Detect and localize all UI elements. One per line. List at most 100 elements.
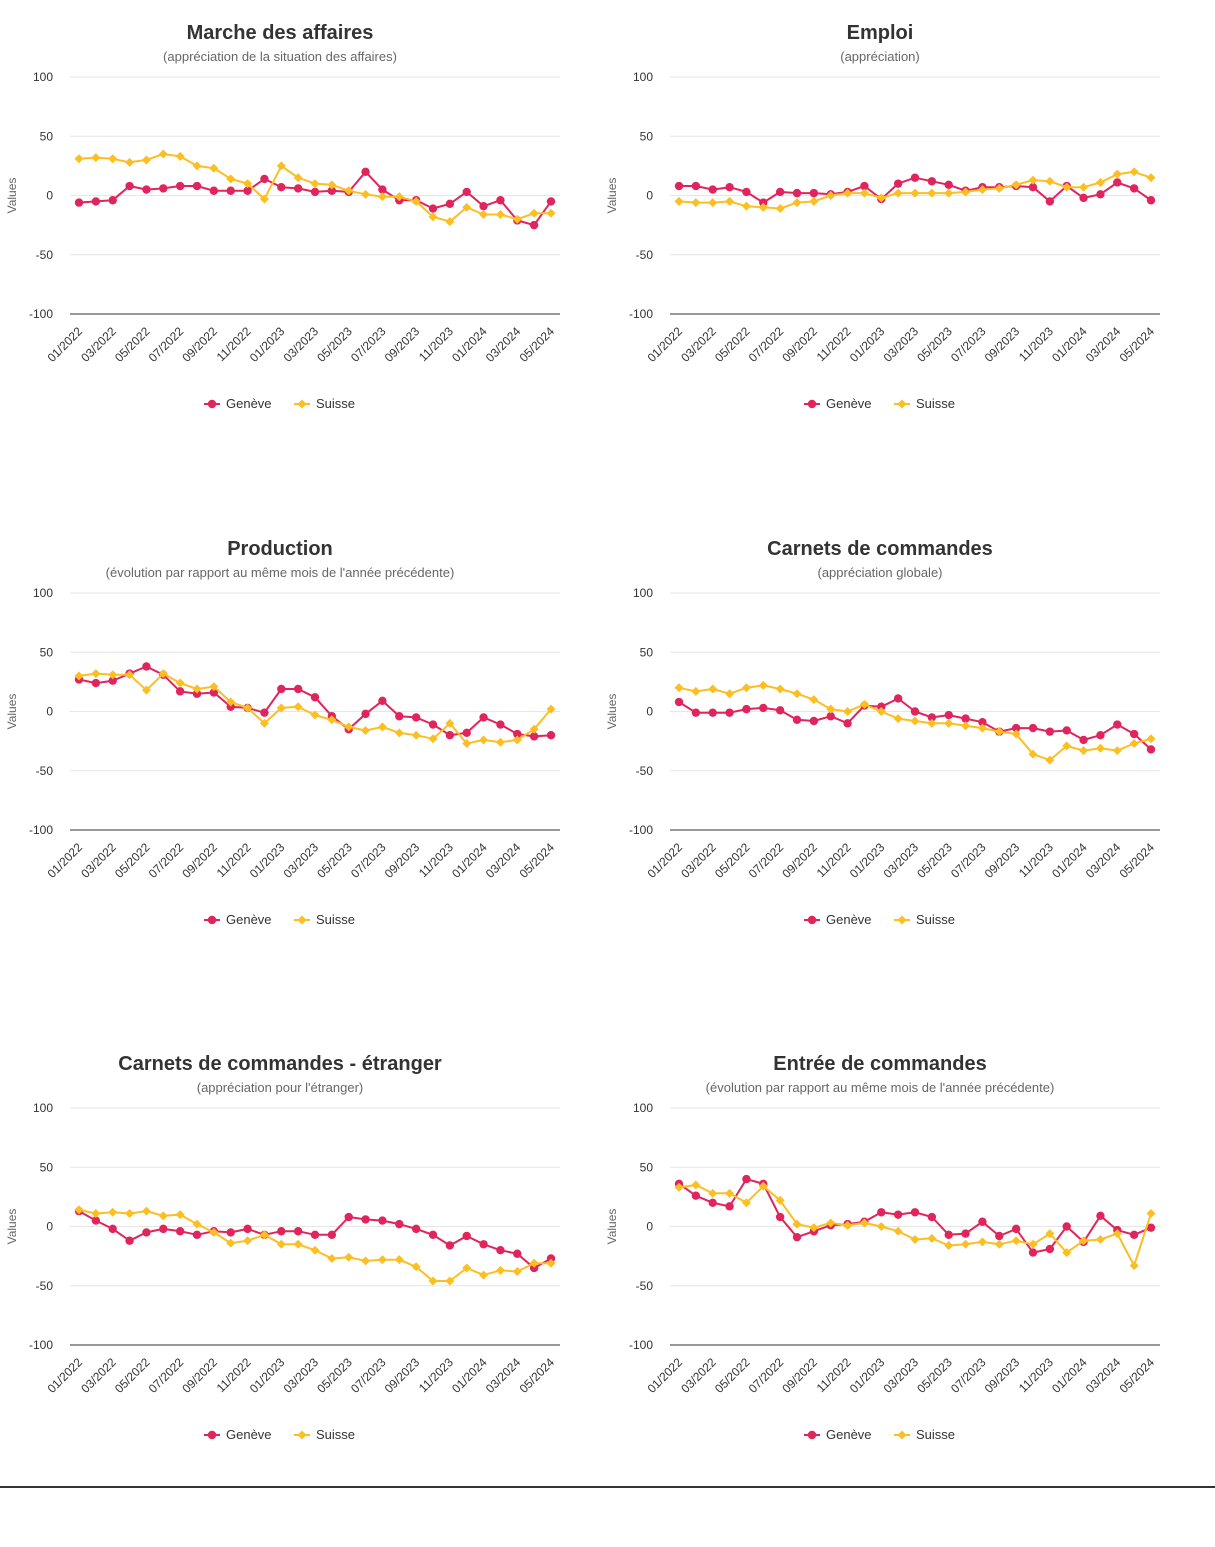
legend-item-geneve[interactable]: Genève [804,912,872,927]
data-point[interactable] [725,183,734,192]
data-point[interactable] [944,188,954,198]
data-point[interactable] [843,1220,853,1230]
data-point[interactable] [725,1188,735,1198]
data-point[interactable] [479,209,489,219]
data-point[interactable] [428,720,438,729]
data-point[interactable] [546,1258,556,1268]
data-point[interactable] [859,188,869,198]
data-point[interactable] [462,1231,471,1241]
data-point[interactable] [411,196,421,206]
data-point[interactable] [826,191,836,200]
data-point[interactable] [1146,173,1156,183]
data-point[interactable] [893,1226,903,1236]
data-point[interactable] [1028,1248,1038,1257]
data-point[interactable] [125,1236,134,1245]
data-point[interactable] [394,1255,404,1265]
data-point[interactable] [1079,735,1088,745]
data-point[interactable] [260,708,269,717]
data-point[interactable] [142,662,151,671]
data-point[interactable] [977,185,987,195]
data-point[interactable] [445,199,455,208]
data-point[interactable] [361,725,371,735]
data-point[interactable] [961,1229,970,1238]
data-point[interactable] [209,186,219,195]
data-point[interactable] [209,682,219,692]
data-point[interactable] [175,678,185,688]
data-point[interactable] [792,689,802,699]
data-point[interactable] [496,196,505,205]
data-point[interactable] [74,671,84,681]
data-point[interactable] [1146,1208,1156,1218]
data-point[interactable] [1113,178,1122,187]
data-point[interactable] [961,1239,971,1249]
data-point[interactable] [327,715,337,725]
data-point[interactable] [175,1210,185,1220]
data-point[interactable] [1028,749,1038,759]
data-point[interactable] [276,703,286,713]
data-point[interactable] [226,174,236,184]
legend-item-suisse[interactable]: Suisse [294,396,355,411]
data-point[interactable] [691,686,701,696]
data-point[interactable] [327,186,337,195]
data-point[interactable] [378,185,387,194]
legend-item-geneve[interactable]: Genève [204,912,272,927]
data-point[interactable] [977,1237,987,1247]
data-point[interactable] [809,1223,819,1233]
data-point[interactable] [876,1222,886,1231]
data-point[interactable] [994,727,1004,737]
data-point[interactable] [377,192,387,202]
data-point[interactable] [159,184,168,193]
legend-item-suisse[interactable]: Suisse [894,396,955,411]
data-point[interactable] [496,720,505,729]
data-point[interactable] [741,1198,751,1208]
data-point[interactable] [1045,1244,1055,1254]
data-point[interactable] [1045,727,1055,736]
data-point[interactable] [742,187,751,197]
data-point[interactable] [142,1228,151,1237]
data-point[interactable] [411,1262,421,1272]
data-point[interactable] [259,1230,269,1240]
data-point[interactable] [293,684,303,694]
data-point[interactable] [725,708,734,717]
data-point[interactable] [192,1219,202,1229]
data-point[interactable] [226,1238,236,1248]
data-point[interactable] [310,710,320,720]
data-point[interactable] [674,697,684,707]
data-point[interactable] [977,723,987,733]
data-point[interactable] [775,187,785,197]
data-point[interactable] [277,684,286,694]
data-point[interactable] [226,1228,235,1237]
data-point[interactable] [708,185,717,194]
data-point[interactable] [512,1267,522,1277]
data-point[interactable] [910,716,920,726]
data-point[interactable] [260,174,269,184]
data-point[interactable] [394,728,404,738]
data-point[interactable] [462,1263,472,1273]
data-point[interactable] [462,728,471,738]
data-point[interactable] [944,180,953,190]
data-point[interactable] [691,198,701,208]
data-point[interactable] [741,683,751,693]
data-point[interactable] [792,715,802,724]
data-point[interactable] [995,1231,1004,1241]
data-point[interactable] [428,212,438,222]
data-point[interactable] [1062,726,1071,735]
data-point[interactable] [1146,196,1156,205]
data-point[interactable] [209,688,219,697]
data-point[interactable] [378,1216,387,1225]
data-point[interactable] [361,709,370,719]
data-point[interactable] [310,179,320,189]
data-point[interactable] [1129,184,1139,193]
data-point[interactable] [910,707,920,716]
data-point[interactable] [276,1239,286,1249]
data-point[interactable] [691,1180,701,1190]
data-point[interactable] [462,738,472,748]
data-point[interactable] [293,1227,303,1236]
data-point[interactable] [462,187,471,197]
data-point[interactable] [327,180,337,190]
data-point[interactable] [495,1265,505,1275]
data-point[interactable] [792,198,802,208]
data-point[interactable] [1095,743,1105,753]
data-point[interactable] [91,669,101,679]
data-point[interactable] [742,1174,751,1184]
